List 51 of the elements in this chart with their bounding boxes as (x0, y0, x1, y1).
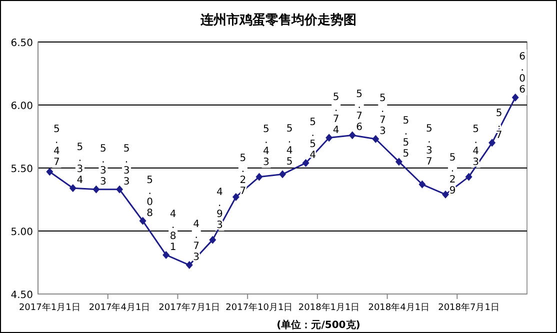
data-label: 4 . 8 1 (170, 208, 176, 253)
x-tick-label: 2017年10月1日 (226, 302, 293, 313)
data-label: 5 . 7 6 (356, 89, 363, 134)
point (465, 172, 472, 181)
x-tick-label: 2017年4月1日 (88, 302, 150, 313)
data-label: 5 . 7 (496, 108, 502, 141)
point (116, 185, 123, 194)
point (186, 261, 193, 270)
point (442, 190, 449, 198)
data-label: 5 . 4 5 (286, 123, 293, 168)
x-tick-label: 2018年4月1日 (368, 302, 430, 313)
point (46, 168, 54, 176)
point (395, 158, 402, 166)
data-label: 5 . 5 5 (402, 116, 410, 160)
point (418, 180, 426, 188)
point (69, 184, 76, 192)
point (162, 250, 170, 259)
point (232, 192, 240, 201)
point (279, 170, 286, 178)
point (209, 236, 216, 244)
data-label: 6 . 0 6 (519, 51, 526, 96)
data-label: 5 . 7 4 (332, 92, 340, 136)
data-label: 5 . 4 3 (472, 124, 479, 168)
point (372, 135, 380, 144)
y-tick-label: 6.00 (10, 101, 33, 112)
x-tick-label: 2018年7月1日 (438, 302, 500, 313)
text: (单位：元/500克) (276, 319, 360, 331)
y-tick-label: 4.50 (10, 290, 33, 301)
data-label: 5 . 7 3 (379, 93, 386, 138)
data-label: 5 . 4 3 (263, 124, 270, 168)
data-label: 5 . 4 7 (53, 124, 60, 168)
x-tick-label: 2017年7月1日 (158, 302, 220, 313)
point (348, 131, 356, 140)
y-tick-label: 6.50 (10, 38, 33, 49)
data-label: 5 . 3 3 (123, 143, 130, 188)
x-tick-label: 2018年1月1日 (298, 302, 360, 313)
point (139, 216, 146, 225)
chart-title: 连州市鸡蛋零售均价走势图 (200, 12, 356, 28)
point (256, 172, 263, 181)
point (488, 138, 496, 147)
data-label: 5 . 0 8 (146, 174, 153, 219)
point (92, 185, 100, 194)
y-tick-label: 5.50 (10, 164, 33, 175)
data-label: 5 . 3 4 (76, 142, 84, 186)
y-tick-label: 5.00 (10, 227, 33, 238)
point (326, 134, 333, 142)
x-tick-label: 2017年1月1日 (18, 302, 80, 313)
point (512, 93, 519, 102)
data-label: 5 . 3 7 (426, 123, 432, 168)
data-label: 5 . 3 3 (100, 143, 106, 188)
point (302, 158, 310, 167)
